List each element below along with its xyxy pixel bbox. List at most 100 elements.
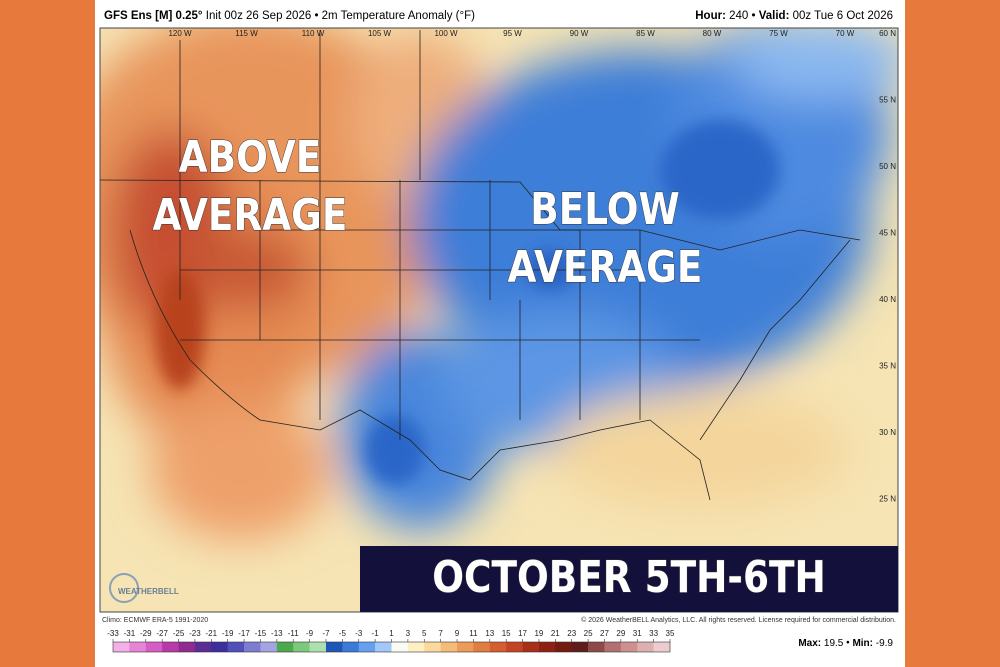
latitude-label: 25 N: [879, 495, 896, 504]
header-right: Hour: 240 • Valid: 00z Tue 6 Oct 2026: [695, 10, 893, 22]
colorbar-tick-label: -27: [156, 629, 168, 638]
colorbar-segment: [178, 642, 196, 652]
colorbar-tick-label: 17: [518, 629, 527, 638]
colorbar-tick-label: -19: [222, 629, 234, 638]
colorbar-segment: [145, 642, 163, 652]
colorbar-tick-label: 31: [633, 629, 642, 638]
colorbar-tick-label: 33: [649, 629, 658, 638]
latitude-label: 40 N: [879, 295, 896, 304]
colorbar-tick-label: 11: [469, 629, 478, 638]
latitude-label: 30 N: [879, 428, 896, 437]
colorbar-tick-label: 1: [389, 629, 394, 638]
colorbar-segment: [129, 642, 147, 652]
colorbar-tick-label: 3: [406, 629, 411, 638]
colorbar-segment: [260, 642, 278, 652]
colorbar-tick-label: 7: [438, 629, 443, 638]
colorbar-segment: [588, 642, 605, 652]
colorbar-segment: [440, 642, 458, 652]
colorbar-segment: [293, 642, 310, 652]
colorbar-segment: [489, 642, 507, 652]
colorbar-segment: [227, 642, 245, 652]
colorbar-segment: [424, 642, 441, 652]
overlay-text: AVERAGE: [508, 241, 703, 293]
climo: Climo: ECMWF ERA-5 1991-2020: [102, 617, 208, 624]
colorbar-tick-label: 13: [485, 629, 494, 638]
colorbar-tick-label: -23: [189, 629, 201, 638]
longitude-label: 80 W: [703, 29, 722, 38]
latitude-label: 45 N: [879, 229, 896, 238]
colorbar-tick-label: -9: [306, 629, 314, 638]
colorbar-tick-label: -11: [288, 629, 300, 638]
header-left: GFS Ens [M] 0.25° Init 00z 26 Sep 2026 •…: [104, 10, 475, 22]
latitude-label: 55 N: [879, 96, 896, 105]
colorbar-tick-label: -25: [173, 629, 185, 638]
colorbar-tick-label: -29: [140, 629, 152, 638]
colorbar-segment: [620, 642, 638, 652]
colorbar-tick-label: -33: [107, 629, 119, 638]
colorbar-segment: [637, 642, 654, 652]
colorbar-segment: [522, 642, 540, 652]
colorbar-segment: [571, 642, 589, 652]
colorbar-segment: [276, 642, 294, 652]
longitude-label: 70 W: [836, 29, 855, 38]
colorbar-segment: [358, 642, 376, 652]
colorbar-tick-label: 19: [534, 629, 543, 638]
copyright: © 2026 WeatherBELL Analytics, LLC. All r…: [581, 616, 896, 624]
colorbar-tick-label: -5: [339, 629, 347, 638]
colorbar-segment: [604, 642, 622, 652]
longitude-label: 90 W: [570, 29, 589, 38]
colorbar-tick-label: -15: [255, 629, 267, 638]
colorbar-tick-label: 29: [616, 629, 625, 638]
longitude-label: 95 W: [503, 29, 522, 38]
colorbar-segment: [113, 642, 130, 652]
colorbar-tick-label: -3: [355, 629, 363, 638]
longitude-label: 100 W: [434, 29, 458, 38]
colorbar-segment: [342, 642, 360, 652]
colorbar-segment: [538, 642, 556, 652]
colorbar-tick-label: -13: [271, 629, 283, 638]
colorbar-segment: [506, 642, 523, 652]
colorbar-tick-label: 25: [584, 629, 593, 638]
colorbar-segment: [457, 642, 474, 652]
latitude-label: 35 N: [879, 362, 896, 371]
colorbar-tick-label: -31: [124, 629, 136, 638]
colorbar-tick-label: 27: [600, 629, 609, 638]
banner-text: OCTOBER 5TH-6TH: [432, 551, 826, 603]
colorbar-segment: [211, 642, 228, 652]
colorbar-segment: [325, 642, 343, 652]
colorbar-tick-label: 21: [551, 629, 560, 638]
longitude-label: 120 W: [168, 29, 192, 38]
logo: WEATHERBELL: [118, 587, 179, 596]
longitude-label: 110 W: [302, 29, 325, 38]
longitude-labels: 120 W 115 W 110 W 105 W 100 W 95 W 90 W 85 W 80 …: [168, 29, 854, 38]
colorbar-segment: [375, 642, 392, 652]
colorbar-tick-label: 9: [455, 629, 460, 638]
colorbar-tick-label: 23: [567, 629, 576, 638]
colorbar-segment: [407, 642, 425, 652]
overlay-text: AVERAGE: [153, 189, 348, 241]
colorbar-segment: [162, 642, 179, 652]
logo-icon: [109, 573, 139, 603]
latitude-label: 50 N: [879, 162, 896, 171]
colorbar-segment: [194, 642, 212, 652]
latitude-labels: 60 N 55 N 50 N 45 N 40 N 35 N 30 N 25 N: [879, 29, 896, 504]
latitude-label: 60 N: [879, 29, 896, 38]
colorbar: -33 -31 -29 -27 -25 -23 -21 -19 -17 -15 -13 -11 -9 -7…: [107, 629, 675, 653]
colorbar-tick-label: -17: [238, 629, 250, 638]
map: [100, 28, 898, 612]
colorbar-segment: [555, 642, 573, 652]
longitude-label: 105 W: [368, 29, 392, 38]
overlay-text: ABOVE: [179, 131, 322, 183]
colorbar-tick-label: -21: [206, 629, 218, 638]
colorbar-tick-label: 15: [502, 629, 511, 638]
colorbar-tick-label: -7: [322, 629, 330, 638]
banner: [360, 546, 898, 612]
colorbar-segment: [309, 642, 327, 652]
colorbar-segment: [391, 642, 409, 652]
colorbar-segment: [653, 642, 671, 652]
max-min: Max: 19.5 • Min: -9.9: [798, 638, 893, 649]
colorbar-tick-label: 5: [422, 629, 427, 638]
colorbar-segment: [244, 642, 261, 652]
longitude-label: 75 W: [769, 29, 788, 38]
